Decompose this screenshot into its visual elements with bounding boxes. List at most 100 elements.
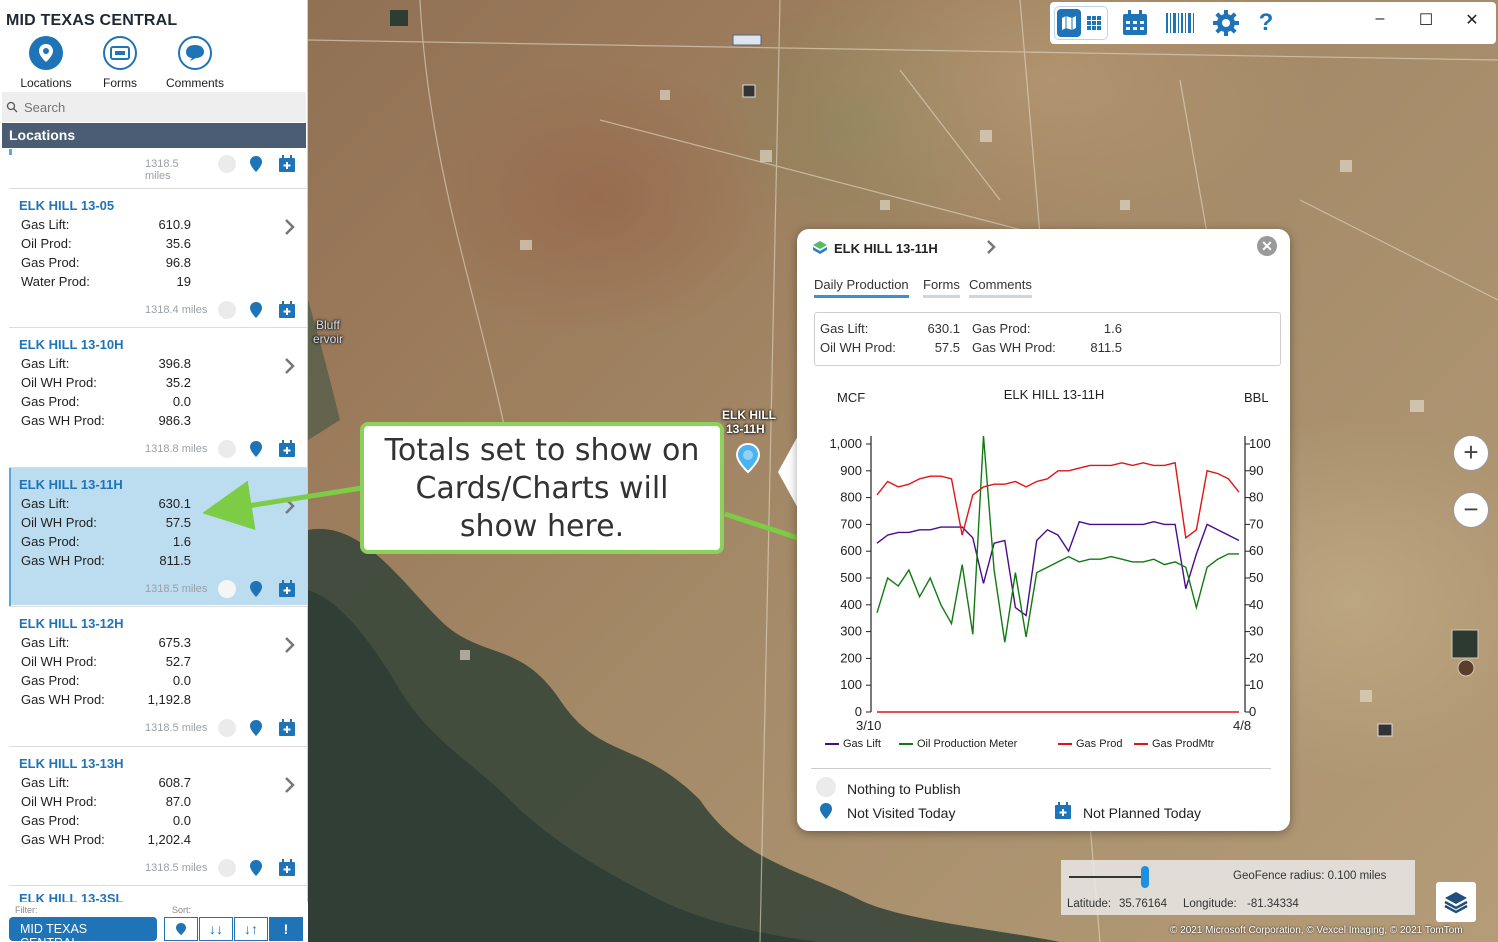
visit-pin-icon[interactable]: [249, 580, 263, 598]
barcode-button[interactable]: [1164, 7, 1196, 39]
location-pin-icon: [176, 923, 186, 935]
app-title: MID TEXAS CENTRAL: [6, 12, 178, 29]
metric-value: 675.3: [158, 635, 191, 650]
plan-calendar-icon[interactable]: [278, 155, 296, 173]
geofence-slider-track[interactable]: [1069, 876, 1149, 878]
chevron-right-icon[interactable]: [985, 239, 997, 255]
metric-value: 87.0: [165, 794, 191, 809]
left-panel: MID TEXAS CENTRAL Locations Forms Commen…: [0, 0, 308, 942]
metric-value: 986.3: [158, 413, 191, 428]
layers-icon: [1444, 892, 1468, 914]
callout-line-3: show here.: [459, 509, 625, 544]
forms-icon: [110, 46, 130, 60]
metric-label: Oil WH Prod:: [21, 375, 97, 390]
card-footer: 1318.5 miles: [9, 858, 307, 878]
sort-ascending-button[interactable]: ↓↓: [199, 917, 233, 941]
metric-label: Gas Prod:: [21, 394, 80, 409]
popup-title: ELK HILL 13-11H: [834, 241, 938, 256]
card-footer: 1318.5 miles: [9, 579, 307, 599]
plan-calendar-icon[interactable]: [278, 580, 296, 598]
y-tick-label-left: 900: [840, 463, 862, 478]
map-copyright: © 2021 Microsoft Corporation, © Vexcel I…: [1170, 925, 1463, 936]
nav-forms-circle: [103, 36, 137, 70]
plan-calendar-icon[interactable]: [278, 301, 296, 319]
chevron-right-icon[interactable]: [283, 636, 297, 654]
nav-locations-circle: [29, 36, 63, 70]
card-metric-row: Oil WH Prod: 35.2: [21, 375, 191, 390]
metric-value: 396.8: [158, 356, 191, 371]
y-tick-label-left: 700: [840, 516, 862, 531]
location-card[interactable]: ELK HILL 13-13H Gas Lift: 608.7 Oil WH Prod…: [9, 746, 307, 884]
tab-forms[interactable]: Forms: [923, 277, 960, 298]
x-tick-label-end: 4/8: [1233, 718, 1251, 733]
metric-label: Gas Lift:: [21, 217, 70, 232]
geofence-slider-thumb[interactable]: [1141, 866, 1149, 888]
legend-item: Gas Prod: [1058, 738, 1122, 750]
location-card[interactable]: ELK HILL 13-12H Gas Lift: 675.3 Oil WH Prod…: [9, 606, 307, 744]
zoom-in-button[interactable]: +: [1453, 435, 1489, 471]
callout-line-2: Cards/Charts will: [415, 471, 669, 506]
minimize-button[interactable]: –: [1375, 10, 1385, 27]
top-toolbar: ? – ☐ ✕: [1050, 2, 1496, 44]
filter-button[interactable]: MID TEXAS CENTRAL: [9, 917, 157, 942]
card-distance: 1318.4 miles: [145, 304, 208, 316]
popup-close-button[interactable]: ✕: [1257, 236, 1277, 256]
settings-button[interactable]: [1210, 7, 1242, 39]
sort-priority-button[interactable]: !: [269, 917, 303, 941]
maximize-button[interactable]: ☐: [1418, 12, 1434, 29]
layers-button[interactable]: [1436, 882, 1476, 922]
card-title: ELK HILL 13-10H: [19, 337, 124, 352]
plan-calendar-icon[interactable]: [278, 719, 296, 737]
plan-calendar-icon[interactable]: [278, 440, 296, 458]
y-tick-label-right: 70: [1249, 516, 1263, 531]
map-pin-icon[interactable]: [735, 442, 761, 476]
card-distance: 1318.5 miles: [145, 158, 179, 182]
tab-comments[interactable]: Comments: [969, 277, 1032, 298]
chevron-right-icon[interactable]: [283, 218, 297, 236]
metric-value: 57.5: [165, 515, 191, 530]
map-view-button[interactable]: [1057, 9, 1081, 37]
help-button[interactable]: ?: [1250, 7, 1282, 39]
metric-value: 19: [176, 274, 191, 289]
plan-calendar-icon[interactable]: [278, 859, 296, 877]
calendar-button[interactable]: [1119, 7, 1151, 39]
grid-view-button[interactable]: [1082, 9, 1106, 37]
chevron-right-icon[interactable]: [283, 357, 297, 375]
total-gas-lift: Gas Lift: 630.1: [820, 321, 960, 336]
visit-pin-icon[interactable]: [249, 440, 263, 458]
location-card[interactable]: ELK HILL 13-3SL: [9, 885, 307, 906]
card-metric-row: Gas Lift: 630.1: [21, 496, 191, 511]
tab-daily-production[interactable]: Daily Production: [814, 277, 909, 298]
nav-comments[interactable]: Comments: [160, 36, 230, 90]
y-tick-label-right: 100: [1249, 436, 1271, 451]
visit-pin-icon[interactable]: [249, 301, 263, 319]
location-card-partial[interactable]: 1318.5 miles: [9, 149, 307, 185]
chevron-right-icon[interactable]: [283, 497, 297, 515]
publish-status-dot: [218, 719, 236, 737]
visit-pin-icon[interactable]: [249, 719, 263, 737]
location-card[interactable]: ELK HILL 13-10H Gas Lift: 396.8 Oil WH Prod…: [9, 327, 307, 465]
y-tick-label-left: 500: [840, 570, 862, 585]
metric-value: 1.6: [172, 534, 191, 549]
visit-pin-icon[interactable]: [249, 859, 263, 877]
legend-label: Gas Prod: [1076, 738, 1123, 750]
location-card[interactable]: ELK HILL 13-11H Gas Lift: 630.1 Oil WH Prod…: [9, 467, 307, 606]
chevron-right-icon[interactable]: [283, 776, 297, 794]
well-map-label: ELK HILL 13-11H: [722, 408, 776, 436]
zoom-out-button[interactable]: −: [1453, 492, 1489, 528]
sort-by-location-button[interactable]: [164, 917, 198, 941]
y-tick-label-right: 10: [1249, 677, 1263, 692]
card-footer: 1318.8 miles: [9, 439, 307, 459]
nav-forms[interactable]: Forms: [85, 36, 155, 90]
total-value: 630.1: [927, 321, 960, 336]
location-card[interactable]: ELK HILL 13-05 Gas Lift: 610.9 Oil Prod: 35.…: [9, 188, 307, 326]
close-window-button[interactable]: ✕: [1465, 12, 1479, 29]
question-mark-icon: ?: [1258, 9, 1274, 36]
nav-locations[interactable]: Locations: [11, 36, 81, 90]
search-input[interactable]: [18, 99, 278, 115]
sort-descending-button[interactable]: ↓↑: [234, 917, 268, 941]
metric-label: Gas WH Prod:: [21, 692, 105, 707]
longitude-label: Longitude:: [1183, 898, 1237, 910]
barcode-icon: [1166, 13, 1194, 33]
visit-pin-icon[interactable]: [249, 155, 263, 173]
